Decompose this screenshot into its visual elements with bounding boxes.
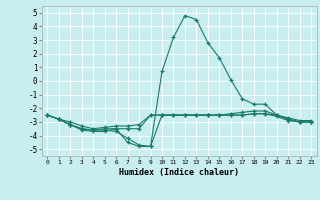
X-axis label: Humidex (Indice chaleur): Humidex (Indice chaleur): [119, 168, 239, 177]
